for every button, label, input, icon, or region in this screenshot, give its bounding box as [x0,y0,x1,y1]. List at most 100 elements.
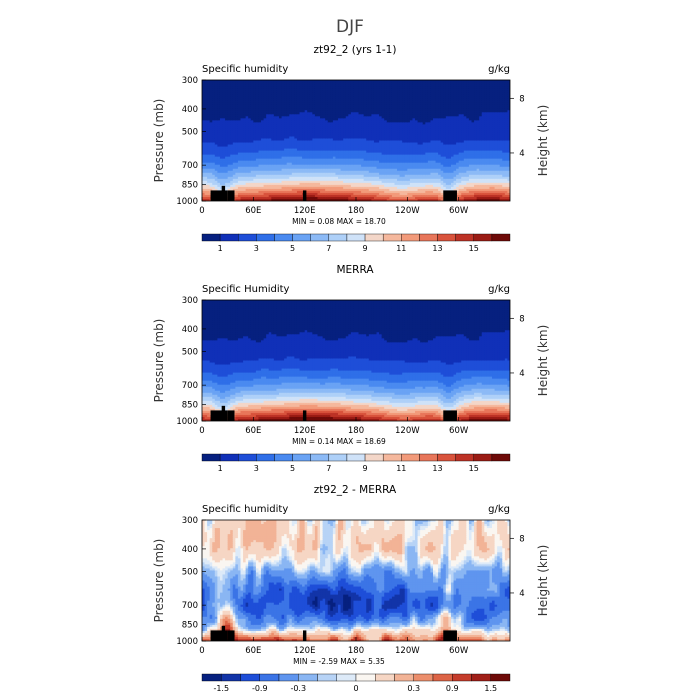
field-cell [399,106,403,109]
field-cell [320,166,324,170]
field-cell [379,124,383,127]
field-cell [271,178,275,182]
field-cell [207,90,211,93]
field-cell [320,164,324,168]
field-cell [340,182,344,186]
field-cell [263,116,267,119]
field-cell [325,182,329,186]
field-cell [296,110,301,113]
field-cell [309,160,313,164]
field-cell [204,114,208,117]
field-cell [273,86,278,89]
field-cell [255,94,260,97]
field-cell [289,198,293,201]
field-cell [250,132,254,136]
field-cell [250,136,254,140]
field-cell [314,176,319,180]
field-cell [212,116,216,119]
field-cell [302,172,306,176]
field-cell [317,164,321,168]
field-cell [266,104,270,107]
field-cell [273,102,278,105]
field-cell [350,108,355,111]
field-cell [412,126,416,129]
field-cell [309,164,313,168]
field-cell [232,130,236,134]
field-cell [381,168,385,172]
field-cell [235,94,239,97]
field-cell [312,166,316,170]
field-cell [258,96,262,99]
field-cell [219,184,224,188]
field-cell [227,124,231,127]
field-cell [237,106,242,109]
field-cell [314,114,319,117]
field-cell [332,116,337,119]
field-cell [320,98,324,101]
field-cell [356,88,360,91]
field-cell [320,184,324,188]
field-cell [384,106,388,109]
field-cell [317,100,321,103]
field-cell [389,138,393,142]
field-cell [312,128,316,132]
field-cell [376,82,380,85]
field-cell [273,186,278,190]
field-cell [250,178,254,182]
field-cell [409,190,414,194]
field-cell [245,104,249,107]
field-cell [325,186,329,190]
field-cell [245,122,249,125]
field-cell [330,90,334,93]
field-cell [356,148,360,152]
field-cell [314,102,319,105]
field-cell [302,164,306,168]
field-cell [209,148,213,152]
field-cell [366,178,370,182]
field-cell [302,156,306,160]
field-cell [237,174,242,178]
field-cell [299,146,303,150]
field-cell [325,196,329,200]
field-cell [361,182,365,186]
field-cell [271,132,275,136]
field-cell [222,172,226,176]
field-cell [404,148,408,152]
field-cell [230,152,234,156]
field-cell [386,84,390,87]
field-cell [209,164,213,168]
field-cell [309,92,313,95]
field-cell [276,146,280,150]
field-cell [289,184,293,188]
field-cell [217,82,221,85]
field-cell [399,102,403,105]
field-cell [409,92,414,95]
field-cell [368,158,372,162]
field-cell [248,190,252,194]
field-cell [240,128,244,132]
field-cell [212,152,216,156]
field-cell [279,152,283,156]
field-cell [386,136,390,140]
field-cell [230,114,234,117]
field-cell [227,142,231,146]
field-cell [412,86,416,89]
field-cell [299,144,303,148]
field-cell [397,192,401,196]
field-cell [322,190,326,194]
field-cell [240,146,244,150]
field-cell [343,90,347,93]
field-cell [279,144,283,148]
field-cell [237,170,242,174]
field-cell [217,124,221,127]
field-cell [276,168,280,172]
field-cell [350,118,355,121]
field-cell [345,172,349,176]
field-cell [225,88,229,91]
field-cell [299,158,303,162]
field-cell [330,152,334,156]
field-cell [219,98,224,101]
field-cell [332,110,337,113]
field-cell [258,182,262,186]
field-cell [271,96,275,99]
